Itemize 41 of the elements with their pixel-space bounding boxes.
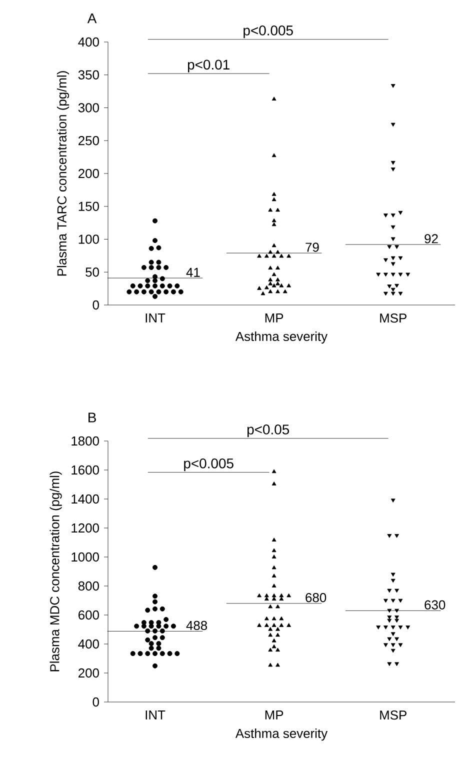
x-axis-title: Asthma severity [235, 332, 328, 344]
y-tick-label: 1200 [72, 523, 99, 533]
x-tick-label: MP [265, 710, 284, 720]
x-axis-title: Asthma severity [235, 728, 328, 741]
x-tick-label: MP [265, 314, 284, 322]
annotation: 41 [186, 268, 200, 277]
y-tick-label: 250 [78, 136, 99, 146]
x-tick-label: MSP [380, 314, 406, 323]
y-tick-label: 600 [78, 610, 99, 620]
y-tick-label: 1800 [72, 436, 99, 446]
y-tick-label: 1000 [72, 552, 99, 562]
y-tick-label: 800 [78, 581, 99, 591]
chart-title: B [88, 412, 96, 422]
y-tick-label: 350 [78, 70, 99, 80]
x-tick-label: INT [146, 710, 166, 720]
annotation: 630 [424, 600, 446, 610]
annotation: 79 [306, 242, 319, 252]
y-tick-label: 0 [92, 300, 99, 310]
y-tick-label: 200 [78, 168, 99, 178]
chart-title: A [87, 14, 97, 24]
y-axis-title: Plasma MDC concentration (pg/ml) [50, 472, 62, 672]
x-tick-label: MSP [380, 710, 406, 720]
y-tick-label: 100 [78, 234, 99, 244]
x-tick-label: INT [146, 314, 166, 322]
annotation: 92 [424, 234, 438, 244]
text: p<0.05 [247, 424, 290, 438]
y-tick-label: 150 [78, 202, 99, 211]
y-tick-label: 200 [78, 668, 99, 678]
y-tick-label: 400 [78, 639, 99, 649]
y-tick-label: 1600 [72, 465, 99, 475]
y-tick-label: 300 [78, 103, 99, 112]
annotation: 488 [186, 620, 208, 630]
annotation: p<0.01 [188, 60, 230, 72]
y-tick-label: 1400 [72, 494, 99, 504]
text: p<0.005 [244, 26, 293, 38]
y-tick-label: 50 [86, 268, 99, 277]
y-axis-title: Plasma TARC concentration (pg/ml) [56, 71, 70, 276]
y-tick-label: 0 [92, 697, 99, 707]
y-tick-label: 400 [78, 37, 99, 47]
annotation: 680 [306, 593, 326, 602]
annotation: p<0.005 [184, 458, 234, 472]
